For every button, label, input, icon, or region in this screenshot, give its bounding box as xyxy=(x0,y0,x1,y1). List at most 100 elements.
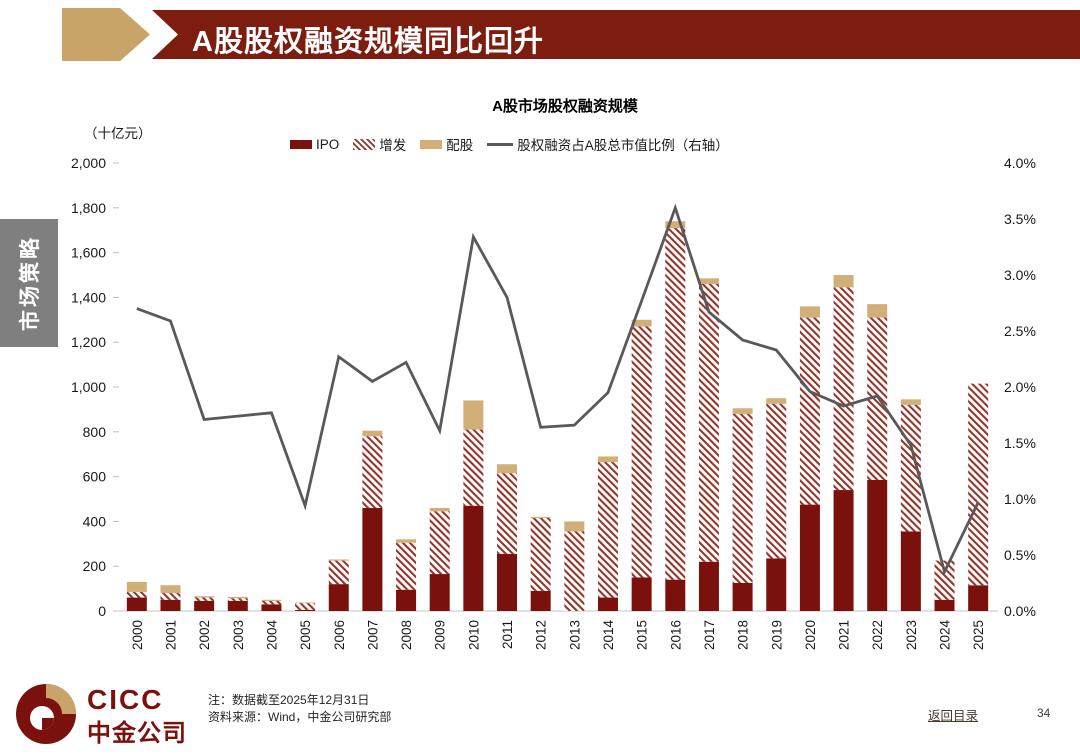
bar-2016-ipo xyxy=(665,579,686,611)
bar-2011-seo xyxy=(497,473,518,554)
x-axis-tick: 2024 xyxy=(938,620,953,651)
x-axis-tick: 2004 xyxy=(264,620,279,651)
right-axis-tick: 4.0% xyxy=(1004,155,1036,171)
x-axis-tick: 2001 xyxy=(163,620,178,650)
right-axis-tick: 0.0% xyxy=(1004,603,1036,619)
bar-2010-rights xyxy=(463,400,484,430)
bar-2010-seo xyxy=(463,429,484,506)
left-axis-tick: 1,000 xyxy=(71,379,106,395)
x-axis-tick: 2000 xyxy=(130,620,145,650)
bar-2022-rights xyxy=(867,304,888,318)
left-axis-tick: 1,200 xyxy=(71,334,106,350)
bar-2008-seo xyxy=(396,542,417,590)
x-axis-tick: 2019 xyxy=(769,620,784,650)
bar-2021-seo xyxy=(833,287,854,491)
bar-2019-seo xyxy=(766,403,787,559)
legend-label-seo: 增发 xyxy=(379,138,407,153)
bar-2001-seo xyxy=(160,593,181,600)
bar-2021-rights xyxy=(833,275,854,288)
bar-2016-seo xyxy=(665,227,686,580)
bar-2009-seo xyxy=(429,511,450,575)
chart-title: A股市场股权融资规模 xyxy=(492,98,638,115)
right-axis-tick: 0.5% xyxy=(1004,547,1036,563)
left-axis-tick: 600 xyxy=(83,469,107,485)
x-axis-tick: 2022 xyxy=(870,620,885,650)
x-axis-tick: 2008 xyxy=(399,620,414,650)
bar-2003-rights xyxy=(227,596,248,599)
ratio-line xyxy=(136,203,980,576)
left-axis-tick: 400 xyxy=(83,513,107,529)
cicc-logo-icon xyxy=(16,684,76,744)
bar-2011-ipo xyxy=(497,553,518,611)
x-axis-tick: 2007 xyxy=(365,620,380,650)
legend-label-ipo: IPO xyxy=(316,136,340,152)
x-axis-tick: 2020 xyxy=(803,620,818,650)
header-banner: A股股权融资规模同比回升 xyxy=(152,10,1080,59)
x-axis-tick: 2002 xyxy=(197,620,212,650)
legend-item-seo: 增发 xyxy=(353,134,406,154)
left-axis-tick: 800 xyxy=(83,424,107,440)
bar-2019-ipo xyxy=(766,558,787,611)
bar-2014-rights xyxy=(597,456,618,463)
left-axis-tick: 2,000 xyxy=(71,155,106,171)
bar-2012-rights xyxy=(530,516,551,519)
x-axis-tick: 2006 xyxy=(332,620,347,650)
bar-2020-rights xyxy=(799,306,820,318)
x-axis-tick: 2003 xyxy=(231,620,246,650)
chart-legend: IPO 增发 配股 股权融资占A股总市值比例（右轴） xyxy=(290,134,729,154)
bar-2005-rights xyxy=(295,602,316,604)
left-axis-tick: 1,600 xyxy=(71,245,106,261)
bar-2011-rights xyxy=(497,464,518,474)
bar-2006-rights xyxy=(328,559,349,561)
bar-2020-seo xyxy=(799,317,820,505)
bar-2018-ipo xyxy=(732,583,753,611)
x-axis-tick: 2023 xyxy=(904,620,919,650)
bar-2006-seo xyxy=(328,560,349,585)
bar-2001-rights xyxy=(160,585,181,594)
x-axis-tick: 2018 xyxy=(736,620,751,650)
bar-2009-ipo xyxy=(429,574,450,611)
bar-2009-rights xyxy=(429,507,450,512)
bar-2005-ipo xyxy=(295,609,316,611)
bar-2000-rights xyxy=(126,581,147,592)
bar-2004-seo xyxy=(261,600,282,605)
bar-2015-seo xyxy=(631,326,652,578)
x-axis-tick: 2005 xyxy=(298,620,313,650)
legend-item-ipo: IPO xyxy=(290,137,339,152)
legend-label-rights: 配股 xyxy=(446,138,474,153)
left-axis-tick: 200 xyxy=(83,558,107,574)
bar-2007-ipo xyxy=(362,507,383,611)
x-axis-tick: 2021 xyxy=(837,620,852,650)
bar-2017-rights xyxy=(698,278,719,284)
bar-2006-ipo xyxy=(328,584,349,611)
bar-2022-seo xyxy=(867,317,888,480)
bar-2025-ipo xyxy=(968,585,989,611)
bar-2012-seo xyxy=(530,518,551,591)
back-to-toc-link[interactable]: 返回目录 xyxy=(928,709,979,723)
bar-2003-ipo xyxy=(227,600,248,611)
bar-2013-rights xyxy=(564,521,585,532)
bar-2002-rights xyxy=(194,596,215,598)
chart-canvas: 2,000 1,800 1,600 1,400 1,200 1,000 800 600 400 2… xyxy=(71,155,1036,651)
bar-2004-rights xyxy=(261,599,282,601)
x-axis-tick: 2009 xyxy=(433,620,448,650)
logo-text-cn: 中金公司 xyxy=(87,720,187,747)
bar-2004-ipo xyxy=(261,604,282,611)
bar-2010-ipo xyxy=(463,505,484,611)
sidebar-tab-market-strategy: 市场策略 xyxy=(0,219,58,347)
footnotes: 注：数据截至2025年12月31日 资料来源：Wind，中金公司研究部 xyxy=(208,692,391,726)
bar-2024-ipo xyxy=(934,599,955,611)
right-axis-tick: 1.5% xyxy=(1004,435,1036,451)
bar-2002-seo xyxy=(194,597,215,601)
bar-2020-ipo xyxy=(799,504,820,611)
right-axis-tick: 3.5% xyxy=(1004,211,1036,227)
bar-2002-ipo xyxy=(194,600,215,611)
x-axis-tick: 2016 xyxy=(668,620,683,650)
bar-2016-rights xyxy=(665,221,686,228)
bar-2005-seo xyxy=(295,603,316,610)
bar-2015-rights xyxy=(631,319,652,327)
right-axis-tick: 1.0% xyxy=(1004,491,1036,507)
x-axis-tick: 2017 xyxy=(702,620,717,650)
page-number: 34 xyxy=(1037,706,1051,720)
bar-2022-ipo xyxy=(867,479,888,611)
